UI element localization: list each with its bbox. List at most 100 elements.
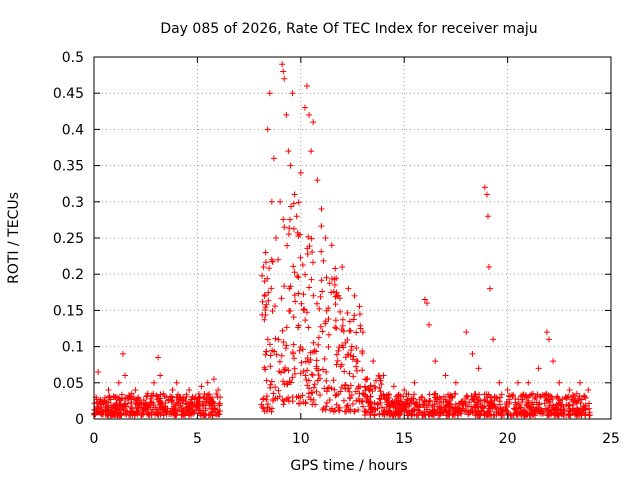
data-point (504, 387, 511, 394)
data-point-dense (336, 407, 343, 414)
data-point-dense (353, 363, 360, 370)
data-point-dense (333, 325, 340, 332)
data-point-dense (340, 328, 347, 335)
data-point-dense (304, 245, 311, 252)
data-point-dense (280, 338, 287, 345)
data-point (452, 379, 459, 386)
data-point-dense (302, 271, 309, 278)
data-point-dense (415, 404, 422, 411)
data-point-dense (560, 406, 567, 413)
data-point-dense (347, 394, 354, 401)
data-point-dense (323, 368, 330, 375)
data-point-dense (319, 288, 326, 295)
data-point-dense (150, 406, 157, 413)
data-point (279, 61, 286, 68)
data-point-dense (365, 399, 372, 406)
data-point-dense (173, 394, 180, 401)
data-point-dense (491, 401, 498, 408)
data-point-dense (216, 402, 223, 409)
data-point-dense (433, 396, 440, 403)
data-point (215, 387, 222, 394)
data-point-dense (300, 306, 307, 313)
data-point-dense (425, 411, 432, 418)
data-point-dense (435, 412, 442, 419)
data-point-dense (488, 394, 495, 401)
data-point-dense (263, 393, 270, 400)
data-point-dense (318, 277, 325, 284)
data-point-dense (291, 269, 298, 276)
data-point-dense (408, 412, 415, 419)
data-point-dense (261, 408, 268, 415)
data-point-dense (197, 410, 204, 417)
data-point-dense (466, 409, 473, 416)
data-point-dense (269, 405, 276, 412)
data-point-dense (308, 235, 315, 242)
data-point-dense (326, 280, 333, 287)
data-point-dense (200, 412, 207, 419)
data-point-dense (259, 311, 266, 318)
data-point (475, 365, 482, 372)
data-point-dense (260, 405, 267, 412)
data-point-dense (340, 397, 347, 404)
data-point-dense (357, 325, 364, 332)
data-point-dense (292, 298, 299, 305)
data-point-dense (309, 248, 316, 255)
data-point-dense (263, 396, 270, 403)
data-point-dense (377, 388, 384, 395)
data-point-dense (319, 328, 326, 335)
data-point-dense (267, 381, 274, 388)
data-point-dense (335, 292, 342, 299)
data-point-dense (286, 225, 293, 232)
data-point-dense (419, 393, 426, 400)
data-point-dense (403, 391, 410, 398)
data-point-dense (532, 408, 539, 415)
data-point-dense (285, 367, 292, 374)
data-point-dense (498, 391, 505, 398)
data-point-dense (199, 401, 206, 408)
data-point-dense (580, 407, 587, 414)
data-point-dense (264, 404, 271, 411)
data-point-dense (371, 383, 378, 390)
data-point-dense (536, 401, 543, 408)
data-point-dense (299, 392, 306, 399)
data-point-dense (323, 307, 330, 314)
data-point-dense (461, 408, 468, 415)
data-point-dense (211, 400, 218, 407)
data-point-dense (105, 407, 112, 414)
data-point-dense (421, 398, 428, 405)
data-point-dense (338, 384, 345, 391)
data-point-dense (355, 406, 362, 413)
data-point-dense (202, 405, 209, 412)
data-point-dense (283, 380, 290, 387)
data-point-dense (569, 391, 576, 398)
data-point (310, 119, 317, 126)
data-point (266, 90, 273, 97)
data-point (198, 383, 205, 390)
data-point-dense (375, 401, 382, 408)
data-point-dense (333, 401, 340, 408)
data-point (423, 300, 430, 307)
data-point-dense (546, 411, 553, 418)
data-point-dense (278, 369, 285, 376)
data-point-dense (282, 345, 289, 352)
data-point (411, 379, 418, 386)
data-point-dense (354, 358, 361, 365)
data-point (111, 394, 118, 401)
data-point-dense (332, 265, 339, 272)
data-point-dense (555, 402, 562, 409)
data-point (328, 242, 335, 249)
data-point-dense (104, 411, 111, 418)
data-point-dense (291, 292, 298, 299)
data-point-dense (313, 388, 320, 395)
data-point-dense (146, 401, 153, 408)
data-point (390, 383, 397, 390)
data-point-dense (295, 322, 302, 329)
data-point-dense (214, 407, 221, 414)
data-point-dense (406, 407, 413, 414)
data-point-dense (550, 405, 557, 412)
data-point-dense (213, 390, 220, 397)
data-point-dense (348, 347, 355, 354)
data-point-dense (284, 381, 291, 388)
data-point-dense (275, 336, 282, 343)
data-point-dense (298, 359, 305, 366)
